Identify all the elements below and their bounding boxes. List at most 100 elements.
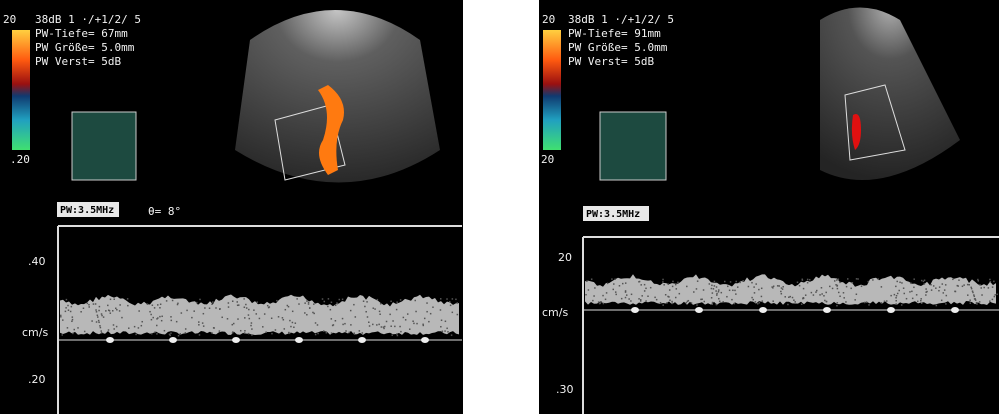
spectral-noise — [379, 313, 381, 315]
spectral-noise — [157, 304, 159, 306]
spectral-noise — [113, 324, 115, 326]
spectral-noise — [416, 323, 418, 325]
spectral-noise — [259, 318, 261, 320]
spectral-noise — [895, 300, 897, 302]
spectral-noise — [424, 318, 426, 320]
header-line: PW Verst= 5dB — [568, 55, 654, 68]
spectral-noise — [384, 326, 386, 328]
spectral-noise — [369, 325, 371, 327]
spectral-noise — [289, 333, 291, 335]
spectral-noise — [967, 294, 969, 296]
spectral-noise — [199, 334, 201, 336]
spectral-noise — [730, 281, 732, 283]
spectral-noise — [788, 297, 790, 299]
spectral-noise — [430, 313, 432, 315]
spectral-noise — [886, 300, 888, 302]
spectral-noise — [327, 306, 329, 308]
spectral-noise — [606, 292, 608, 294]
spectral-noise — [271, 318, 273, 320]
spectral-noise — [847, 278, 849, 280]
spectral-noise — [605, 299, 607, 301]
spectral-noise — [257, 301, 259, 303]
spectral-noise — [861, 286, 863, 288]
spectral-noise — [287, 305, 289, 307]
spectral-noise — [675, 284, 677, 286]
spectral-noise — [72, 333, 74, 335]
spectral-noise — [602, 295, 604, 297]
spectral-noise — [355, 316, 357, 318]
spectral-noise — [836, 285, 838, 287]
spectral-noise — [685, 302, 687, 304]
spectral-noise — [732, 290, 734, 292]
spectral-noise — [625, 297, 627, 299]
spectral-noise — [615, 294, 617, 296]
spectral-noise — [656, 299, 658, 301]
spectral-noise — [836, 279, 838, 281]
spectral-noise — [671, 301, 673, 303]
spectral-noise — [213, 327, 215, 329]
spectral-noise — [877, 278, 879, 280]
spectral-noise — [246, 307, 248, 309]
spectral-noise — [615, 291, 617, 293]
spectral-noise — [917, 301, 919, 303]
spectral-noise — [920, 300, 922, 302]
spectral-noise — [970, 302, 972, 304]
spectral-noise — [973, 294, 975, 296]
spectral-noise — [748, 286, 750, 288]
spectral-noise — [332, 325, 334, 327]
spectral-noise — [640, 284, 642, 286]
spectral-noise — [639, 281, 641, 283]
spectral-noise — [761, 296, 763, 298]
spectral-noise — [91, 320, 93, 322]
spectral-noise — [930, 284, 932, 286]
spectral-noise — [399, 326, 401, 328]
spectral-noise — [362, 332, 364, 334]
spectral-noise — [112, 310, 114, 312]
spectral-noise — [671, 303, 673, 305]
spectral-noise — [614, 279, 616, 281]
spectral-noise — [323, 330, 325, 332]
spectral-noise — [253, 309, 255, 311]
spectral-noise — [912, 298, 914, 300]
spectral-noise — [735, 281, 737, 283]
axis-label: cm/s — [542, 306, 568, 319]
spectral-noise — [152, 317, 154, 319]
spectral-noise — [93, 303, 95, 305]
spectral-noise — [941, 300, 943, 302]
spectral-noise — [942, 283, 944, 285]
spectral-noise — [974, 298, 976, 300]
spectral-noise — [446, 328, 448, 330]
panel: 20 38dB 1 ·/+1/2/ 5 PW-Tiefe= 67mm PW Gr… — [0, 0, 463, 414]
spectral-noise — [709, 283, 711, 285]
spectral-noise — [345, 330, 347, 332]
spectral-noise — [714, 285, 716, 287]
spectral-noise — [896, 281, 898, 283]
spectral-noise — [881, 286, 883, 288]
spectral-noise — [755, 301, 757, 303]
spectral-noise — [742, 280, 744, 282]
spectral-noise — [751, 297, 753, 299]
spectral-noise — [976, 303, 978, 305]
spectral-noise — [762, 300, 764, 302]
cardiac-marker — [631, 307, 639, 313]
spectral-noise — [87, 303, 89, 305]
spectral-noise — [714, 281, 716, 283]
spectral-noise — [271, 333, 273, 335]
spectral-noise — [147, 303, 149, 305]
spectral-noise — [426, 311, 428, 313]
spectral-noise — [251, 334, 253, 336]
spectral-noise — [363, 300, 365, 302]
probe-label: PW:3.5MHz — [60, 205, 114, 216]
spectral-noise — [141, 325, 143, 327]
axis-label: cm/s — [22, 326, 48, 339]
spectral-noise — [696, 288, 698, 290]
spectral-noise — [600, 302, 602, 304]
spectral-noise — [979, 301, 981, 303]
spectral-noise — [660, 302, 662, 304]
spectral-noise — [449, 301, 451, 303]
spectral-noise — [807, 279, 809, 281]
spectral-noise — [256, 313, 258, 315]
spectral-noise — [282, 317, 284, 319]
spectral-noise — [374, 308, 376, 310]
spectral-noise — [105, 310, 107, 312]
